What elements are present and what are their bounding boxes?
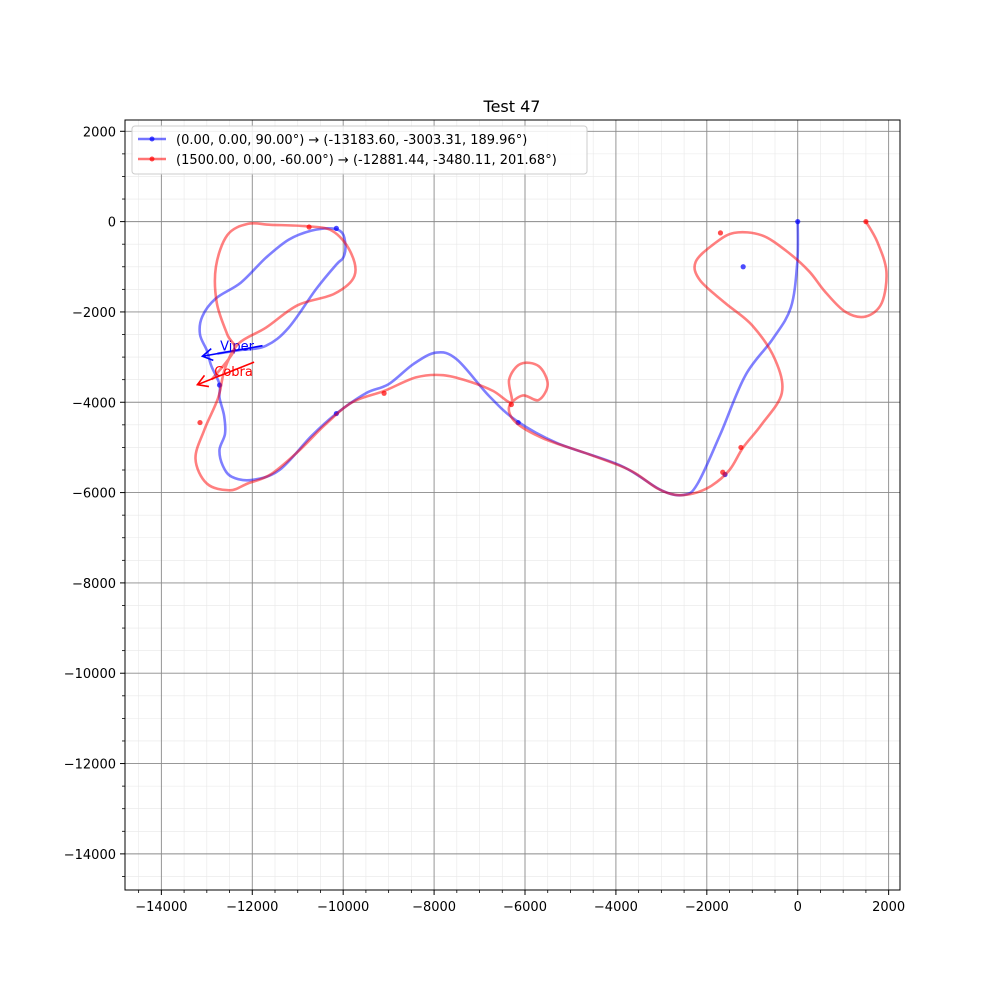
waypoint-marker [509,402,514,407]
waypoint-marker [197,420,202,425]
x-tick-label: 0 [794,900,802,915]
waypoint-marker [306,224,311,229]
legend-label-cobra: (1500.00, 0.00, -60.00°) → (-12881.44, -… [176,153,557,168]
waypoint-marker [720,470,725,475]
major-grid [125,120,900,890]
y-axis: 2000 0 −2000 −4000 −6000 −8000 −10000 −12000 −14… [64,125,125,876]
y-tick-label: 0 [108,216,116,231]
x-tick-label: −4000 [594,900,638,915]
x-tick-label: −8000 [412,900,456,915]
x-tick-label: −10000 [317,900,369,915]
waypoint-marker [863,219,868,224]
y-tick-label: −14000 [64,848,116,863]
minor-grid [125,120,900,890]
y-tick-label: −12000 [64,758,116,773]
y-tick-label: −4000 [72,396,116,411]
x-tick-label: 2000 [872,900,905,915]
trajectory-line-cobra [195,222,886,496]
y-tick-label: 2000 [83,125,116,140]
x-tick-label: −12000 [226,900,278,915]
x-tick-label: −14000 [135,900,187,915]
waypoint-marker [334,226,339,231]
y-tick-label: −6000 [72,487,116,502]
trajectory-line-viper [200,222,798,496]
legend: (0.00, 0.00, 90.00°) → (-13183.60, -3003… [132,126,587,174]
x-axis: −14000 −12000 −10000 −8000 −6000 −4000 −2000 0 2… [135,890,905,915]
plot-frame [125,120,900,890]
chart-title: Test 47 [483,97,541,116]
y-tick-label: −10000 [64,667,116,682]
x-tick-label: −6000 [503,900,547,915]
legend-label-viper: (0.00, 0.00, 90.00°) → (-13183.60, -3003… [176,133,527,148]
y-tick-label: −8000 [72,577,116,592]
legend-marker-viper [150,137,155,142]
x-tick-label: −2000 [685,900,729,915]
legend-marker-cobra [150,157,155,162]
waypoint-marker [741,264,746,269]
vehicle-label-cobra: Cobra [214,365,253,380]
waypoint-marker [738,445,743,450]
waypoint-marker [718,230,723,235]
waypoint-marker [381,391,386,396]
y-tick-label: −2000 [72,306,116,321]
vehicle-label-viper: Viper [220,339,254,354]
waypoint-marker [795,219,800,224]
